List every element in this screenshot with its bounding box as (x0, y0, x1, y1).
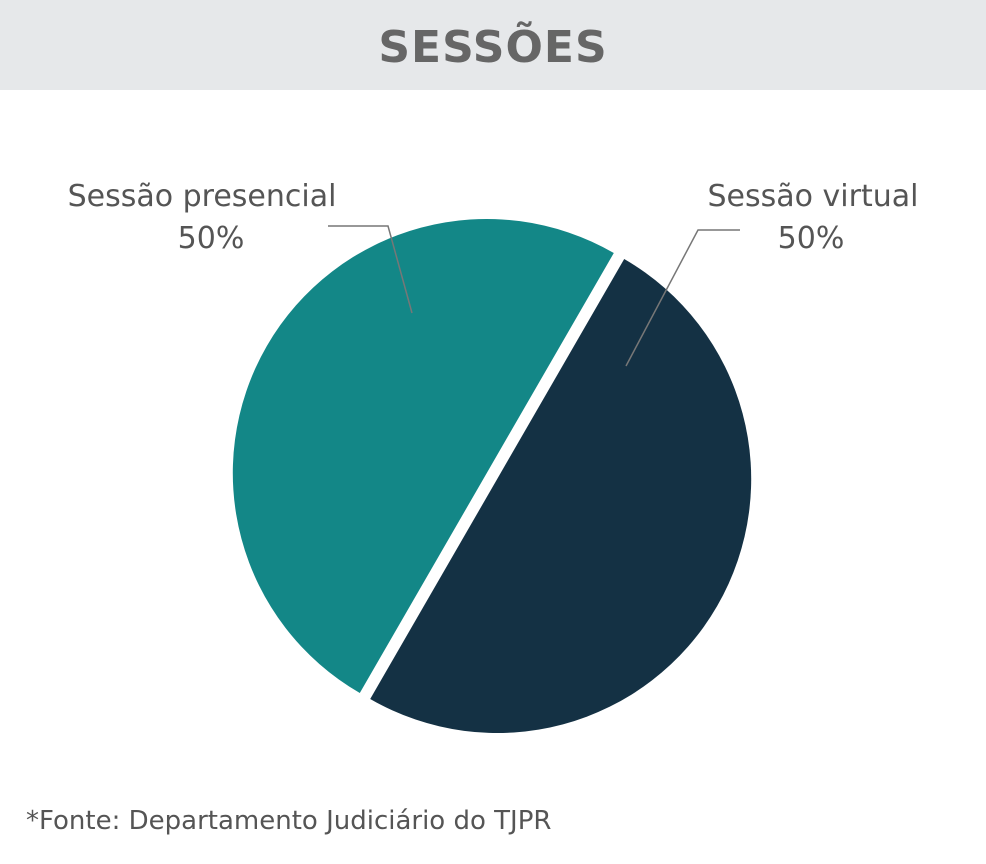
chart-header: SESSÕES (0, 0, 986, 90)
slice-value-sessao-presencial: 50% (178, 221, 245, 256)
pie-slice-sessao-virtual (370, 259, 752, 733)
chart-title: SESSÕES (378, 21, 608, 73)
slice-value-sessao-virtual: 50% (778, 221, 845, 256)
leader-line-sessao-presencial (328, 225, 413, 314)
source-note: *Fonte: Departamento Judiciário do TJPR (26, 806, 552, 836)
pie-slice-sessao-presencial (232, 219, 614, 693)
leader-line-sessao-virtual (625, 229, 740, 367)
slice-label-sessao-virtual: Sessão virtual (708, 179, 919, 214)
slice-label-sessao-presencial: Sessão presencial (68, 179, 337, 214)
